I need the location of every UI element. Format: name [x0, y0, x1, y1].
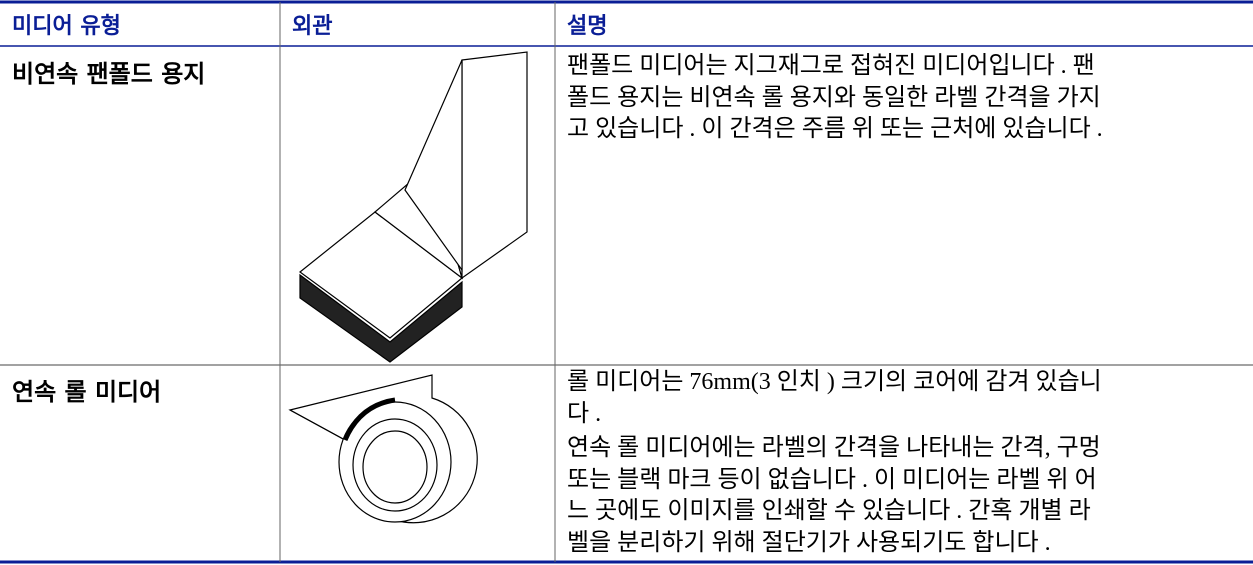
description-line: 고 있습니다 . 이 간격은 주름 위 또는 근처에 있습니다 .	[567, 116, 1103, 142]
header-cell: 설명	[567, 14, 608, 39]
description-line: 느 곳에도 이미지를 인쇄할 수 있습니다 . 간혹 개별 라	[567, 498, 1091, 524]
description-line: 롤 미디어는 76mm(3 인치 ) 크기의 코어에 감겨 있습니	[567, 369, 1102, 395]
media-type: 비연속 팬폴드 용지	[12, 60, 206, 88]
description-line: 팬폴드 미디어는 지그재그로 접혀진 미디어입니다 . 팬	[567, 53, 1095, 79]
media-type: 연속 롤 미디어	[12, 378, 162, 406]
description-line: 폴드 용지는 비연속 롤 용지와 동일한 라벨 간격을 가지	[567, 84, 1101, 111]
description-line: 연속 롤 미디어에는 라벨의 간격을 나타내는 간격, 구멍	[567, 435, 1101, 461]
fanfold-illustration	[299, 51, 528, 363]
description-line: 벨을 분리하기 위해 절단기가 사용되기도 합니다 .	[567, 529, 1051, 556]
header-cell: 외관	[292, 14, 333, 39]
roll-illustration	[288, 374, 478, 524]
header-cell: 미디어 유형	[12, 14, 121, 39]
description-line: 또는 블랙 마크 등이 없습니다 . 이 미디어는 라벨 위 어	[567, 466, 1097, 493]
description-line: 다 .	[567, 400, 602, 427]
